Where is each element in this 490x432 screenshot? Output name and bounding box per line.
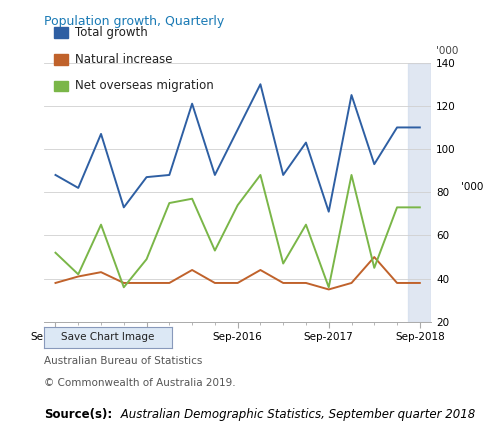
Text: Save Chart Image: Save Chart Image	[61, 332, 154, 343]
Bar	[409, 63, 431, 322]
Text: Population growth, Quarterly: Population growth, Quarterly	[44, 15, 224, 28]
Text: '000: '000	[436, 46, 459, 56]
Text: Source(s):: Source(s):	[44, 408, 112, 421]
Text: Natural increase: Natural increase	[75, 53, 172, 66]
Text: Net overseas migration: Net overseas migration	[75, 79, 214, 92]
Text: © Commonwealth of Australia 2019.: © Commonwealth of Australia 2019.	[44, 378, 236, 388]
Text: Australian Bureau of Statistics: Australian Bureau of Statistics	[44, 356, 202, 366]
Text: Australian Demographic Statistics, September quarter 2018: Australian Demographic Statistics, Septe…	[117, 408, 475, 421]
Y-axis label: '000: '000	[461, 182, 484, 192]
Text: Total growth: Total growth	[75, 26, 147, 39]
